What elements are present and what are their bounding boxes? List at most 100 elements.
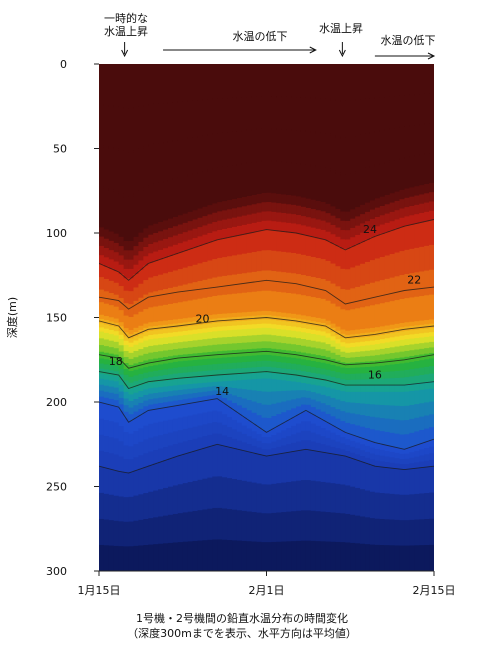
heat-cell	[414, 355, 420, 362]
heat-cell	[227, 200, 233, 210]
heat-cell	[133, 417, 140, 432]
heat-cell	[384, 232, 391, 257]
heat-cell	[296, 510, 302, 542]
heat-cell	[320, 64, 327, 100]
heat-cell	[251, 328, 258, 336]
heat-cell	[123, 350, 130, 358]
heat-cell	[182, 483, 189, 514]
heat-cell	[310, 407, 317, 416]
heat-cell	[177, 417, 184, 431]
heat-cell	[404, 157, 410, 190]
heat-cell	[424, 353, 430, 360]
heat-cell	[429, 453, 434, 461]
heat-cell	[276, 391, 282, 404]
heat-cell	[271, 379, 277, 393]
heat-cell	[261, 192, 268, 203]
heat-cell	[404, 448, 410, 455]
heat-cell	[281, 512, 287, 543]
x-tick-label: 2月1日	[249, 584, 285, 597]
heat-cell	[305, 421, 312, 432]
heat-cell	[256, 355, 263, 362]
heat-cell	[389, 277, 396, 302]
heat-cell	[330, 541, 337, 571]
heat-cell	[108, 325, 115, 331]
heat-cell	[340, 443, 346, 451]
heat-cell	[172, 431, 179, 445]
heat-cell	[232, 64, 238, 99]
heat-cell	[266, 404, 273, 419]
heat-cell	[320, 349, 327, 357]
heat-cell	[315, 348, 322, 356]
heat-cell	[429, 341, 434, 349]
heat-cell	[261, 211, 268, 222]
heat-cell	[187, 239, 194, 250]
heat-cell	[232, 374, 238, 382]
heat-cell	[330, 370, 337, 378]
heat-cell	[187, 366, 194, 373]
heat-cell	[286, 194, 292, 205]
heat-cell	[148, 465, 154, 493]
heat-cell	[108, 370, 115, 376]
heat-cell	[192, 100, 199, 138]
heat-cell	[246, 205, 253, 216]
heat-cell	[138, 241, 144, 252]
heat-cell	[192, 426, 199, 440]
heat-cell	[404, 197, 410, 208]
heat-cell	[281, 222, 287, 233]
heat-cell	[212, 240, 218, 260]
heat-cell	[419, 545, 425, 571]
heat-cell	[320, 211, 327, 222]
heat-cell	[197, 100, 204, 137]
heat-cell	[123, 380, 130, 387]
heat-cell	[246, 436, 253, 445]
heat-cell	[281, 321, 287, 326]
heat-cell	[123, 64, 130, 109]
heat-cell	[187, 221, 194, 232]
heat-cell	[276, 453, 282, 484]
heat-cell	[246, 162, 253, 197]
heat-cell	[177, 269, 184, 287]
heat-cell	[236, 356, 243, 364]
heat-cell	[276, 128, 282, 162]
isotherm-line	[99, 219, 434, 281]
heat-cell	[143, 228, 149, 239]
heat-cell	[345, 402, 351, 414]
heat-cell	[300, 540, 307, 571]
heat-cell	[182, 326, 189, 332]
heat-cell	[429, 366, 434, 375]
heat-cell	[374, 281, 381, 305]
heat-cell	[241, 480, 248, 512]
heat-cell	[148, 451, 154, 466]
heat-cell	[232, 479, 238, 511]
heat-cell	[246, 420, 253, 430]
heat-cell	[345, 269, 351, 291]
heat-cell	[143, 383, 149, 390]
heat-cell	[232, 402, 238, 412]
heat-cell	[369, 218, 376, 229]
heat-cell	[360, 361, 366, 368]
heat-cell	[187, 334, 194, 342]
heat-cell	[345, 310, 351, 332]
heat-cell	[133, 193, 140, 238]
heat-cell	[103, 545, 110, 571]
heat-cell	[409, 64, 415, 96]
heat-cell	[281, 129, 287, 163]
heat-cell	[350, 434, 356, 442]
heat-cell	[251, 324, 258, 330]
heat-cell	[414, 462, 420, 469]
heat-cell	[360, 307, 366, 330]
heat-cell	[128, 196, 135, 242]
heat-cell	[399, 95, 406, 128]
heat-cell	[163, 397, 169, 403]
heat-cell	[177, 327, 184, 333]
heat-cell	[222, 539, 228, 571]
heat-cell	[261, 513, 268, 543]
heat-cell	[202, 396, 208, 402]
heat-cell	[241, 398, 248, 409]
heat-cell	[374, 339, 381, 345]
heat-cell	[350, 136, 356, 174]
heat-cell	[172, 270, 179, 288]
heat-cell	[325, 541, 332, 571]
heat-cell	[192, 402, 199, 416]
isotherm-label: 24	[363, 223, 377, 236]
